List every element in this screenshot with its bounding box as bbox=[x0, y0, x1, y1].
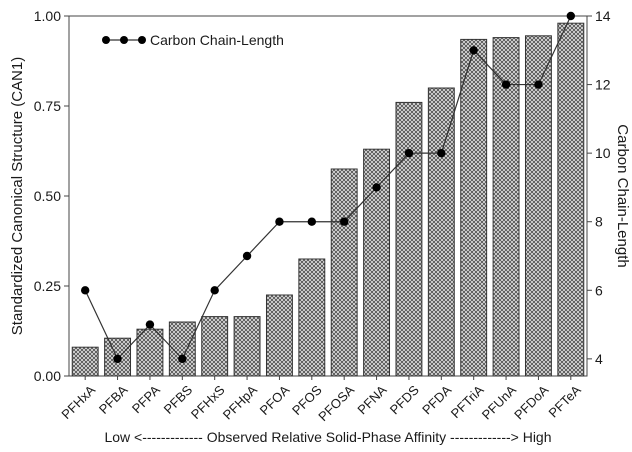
data-point bbox=[113, 354, 122, 364]
data-point bbox=[80, 286, 90, 295]
data-point bbox=[307, 217, 317, 226]
y2-tick-label: 8 bbox=[595, 214, 603, 230]
legend-marker bbox=[120, 36, 128, 44]
y2-tick-label: 10 bbox=[595, 145, 611, 161]
y2-tick-label: 14 bbox=[595, 8, 611, 24]
bar bbox=[298, 258, 326, 377]
data-point bbox=[469, 46, 478, 55]
bar bbox=[265, 294, 293, 377]
data-point bbox=[242, 251, 252, 261]
x-tick-label: PFNA bbox=[354, 382, 389, 417]
data-point bbox=[534, 80, 543, 89]
data-point bbox=[437, 148, 446, 158]
y-tick-label: 1.00 bbox=[34, 8, 61, 24]
y-tick-label: 0.50 bbox=[34, 188, 61, 204]
right-axis: 4 6 8 10 12 14 bbox=[587, 8, 611, 367]
bar bbox=[524, 35, 552, 377]
x-axis: PFHxAPFBAPFPAPFBSPFHxSPFHpAPFOAPFOSPFOSA… bbox=[58, 376, 584, 424]
bar bbox=[201, 316, 229, 377]
y-axis-label: Standardized Canonical Structure (CAN1) bbox=[9, 57, 26, 335]
x-tick-label: PFOSA bbox=[315, 382, 357, 424]
bar bbox=[71, 346, 99, 377]
left-axis: 0.00 0.25 0.50 0.75 1.00 bbox=[34, 8, 69, 384]
x-tick-label: PFOA bbox=[257, 382, 293, 418]
bars-layer bbox=[71, 22, 585, 377]
data-point bbox=[372, 183, 381, 192]
data-point bbox=[275, 217, 284, 226]
bar bbox=[233, 316, 261, 377]
data-point bbox=[178, 354, 187, 364]
y-tick-label: 0.75 bbox=[34, 98, 61, 114]
bar bbox=[136, 328, 164, 377]
bar bbox=[395, 101, 423, 377]
y-tick-label: 0.00 bbox=[34, 368, 61, 384]
data-point bbox=[210, 286, 219, 295]
legend-marker bbox=[138, 36, 146, 44]
x-tick-label: PFPA bbox=[129, 382, 163, 416]
line-layer bbox=[80, 11, 576, 364]
data-point bbox=[501, 80, 511, 89]
x-tick-label: PFUnA bbox=[479, 382, 519, 422]
y2-axis-label: Carbon Chain-Length bbox=[614, 124, 631, 267]
series-line bbox=[84, 15, 572, 360]
data-point bbox=[566, 11, 576, 21]
bar bbox=[330, 168, 358, 377]
y2-tick-label: 4 bbox=[595, 351, 603, 367]
legend-marker bbox=[102, 36, 110, 44]
x-tick-label: PFHpA bbox=[220, 382, 260, 422]
data-point bbox=[339, 217, 349, 226]
x-axis-label: Low <------------- Observed Relative Sol… bbox=[104, 429, 551, 445]
legend-label: Carbon Chain-Length bbox=[150, 32, 284, 48]
x-tick-label: PFBA bbox=[96, 382, 131, 417]
y2-tick-label: 6 bbox=[595, 282, 603, 298]
x-tick-label: PFDS bbox=[387, 382, 422, 417]
x-tick-label: PFHxS bbox=[188, 382, 228, 422]
x-tick-label: PFDoA bbox=[511, 382, 551, 422]
data-point bbox=[404, 148, 414, 158]
bar bbox=[363, 148, 391, 377]
y2-tick-label: 12 bbox=[595, 77, 611, 93]
y-tick-label: 0.25 bbox=[34, 278, 61, 294]
bar bbox=[460, 38, 488, 377]
data-point bbox=[145, 320, 155, 329]
x-tick-label: PFHxA bbox=[58, 382, 98, 422]
bar bbox=[427, 87, 455, 377]
x-tick-label: PFTeA bbox=[546, 382, 584, 420]
bar bbox=[492, 37, 520, 377]
legend: Carbon Chain-Length bbox=[102, 32, 284, 48]
bar bbox=[557, 22, 585, 377]
